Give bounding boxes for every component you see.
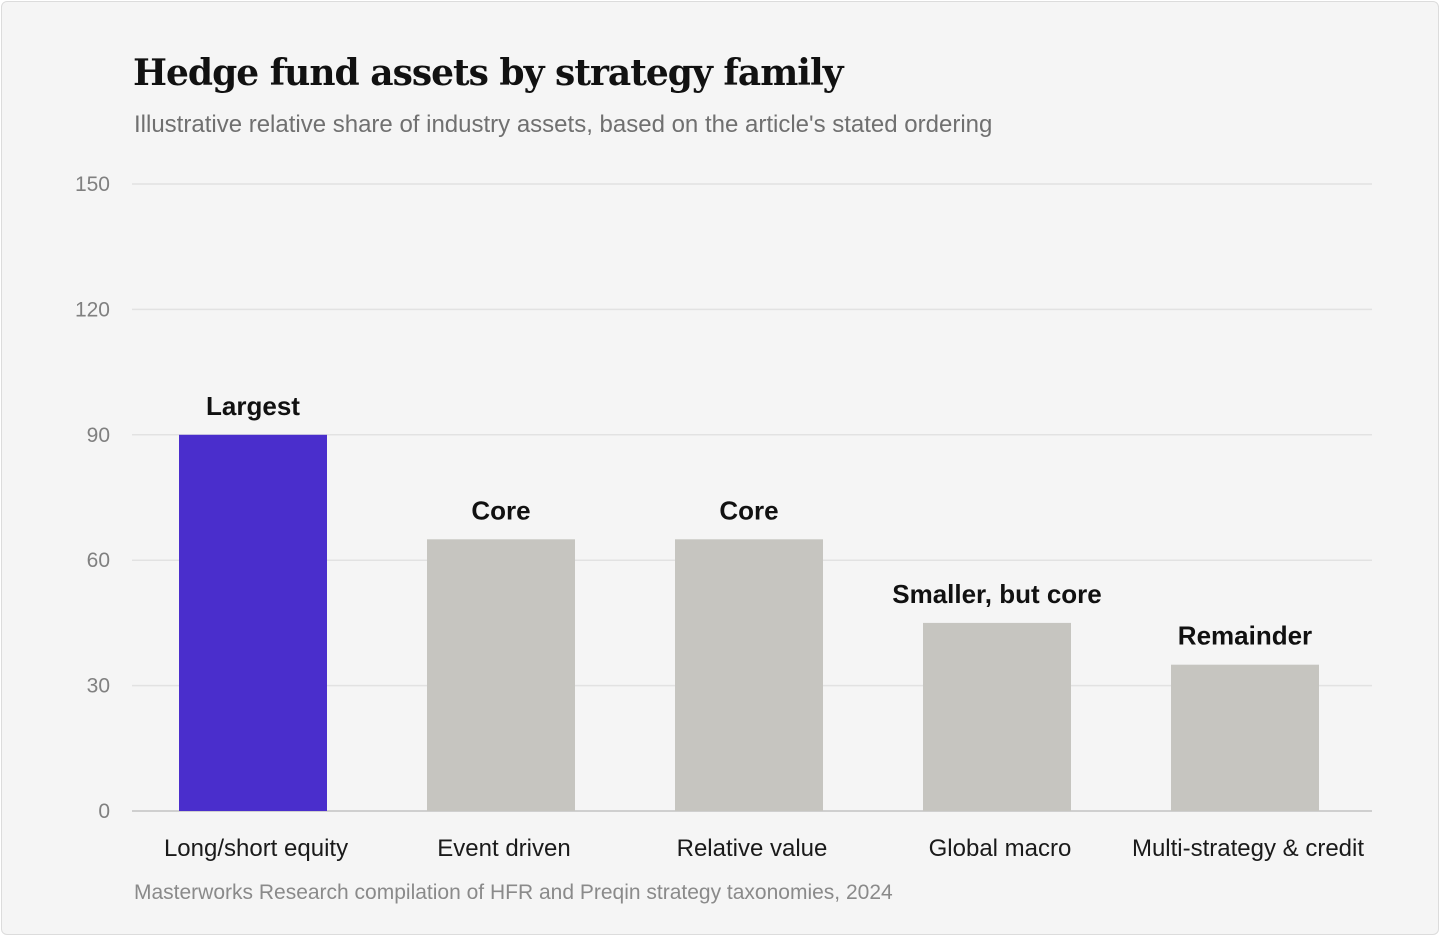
bar-data-label: Smaller, but core xyxy=(892,579,1102,609)
bar xyxy=(179,434,327,811)
x-category-label: Long/short equity xyxy=(164,835,348,862)
bar xyxy=(675,539,823,811)
bar xyxy=(427,539,575,811)
y-tick-label: 60 xyxy=(87,549,110,572)
y-tick-label: 120 xyxy=(75,298,110,321)
x-category-label: Global macro xyxy=(929,835,1072,862)
bar-data-label: Remainder xyxy=(1178,621,1312,651)
y-tick-label: 30 xyxy=(87,675,110,698)
bar-data-label: Largest xyxy=(206,391,300,421)
bars xyxy=(179,434,1319,811)
bar xyxy=(923,622,1071,811)
y-tick-label: 150 xyxy=(75,173,110,196)
y-tick-label: 0 xyxy=(98,800,110,823)
chart-source-note: Masterworks Research compilation of HFR … xyxy=(134,881,893,904)
chart-subtitle: Illustrative relative share of industry … xyxy=(134,111,993,138)
labels: 0 30 60 90 120 150 Largest Long/short equity Cor… xyxy=(75,173,1364,862)
bar xyxy=(1171,664,1319,811)
bar-data-label: Core xyxy=(719,495,778,525)
x-category-label: Event driven xyxy=(437,835,570,862)
y-tick-label: 90 xyxy=(87,424,110,447)
x-category-label: Relative value xyxy=(677,835,828,862)
chart-title: Hedge fund assets by strategy family xyxy=(133,52,844,94)
x-category-label: Multi-strategy & credit xyxy=(1132,835,1364,862)
bar-data-label: Core xyxy=(471,495,530,525)
